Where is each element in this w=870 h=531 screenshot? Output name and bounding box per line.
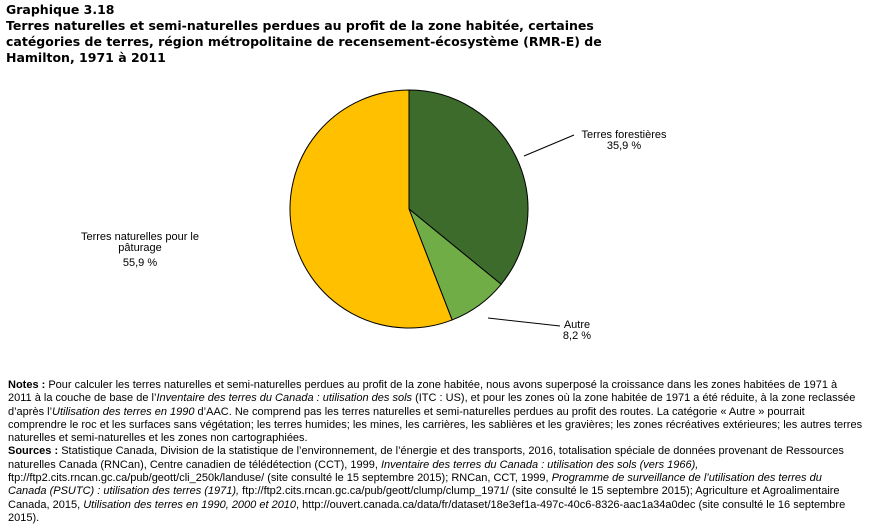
value-label: 8,2 % bbox=[563, 330, 591, 342]
slice-label: Terres naturelles pour le pâturage bbox=[81, 231, 199, 254]
pie-slice bbox=[408, 89, 529, 285]
notes-text: , http://ouvert.canada.ca/data/fr/datase… bbox=[8, 498, 846, 524]
notes-text: Statistique Canada, Division de la stati… bbox=[8, 445, 844, 471]
slice-label: Autre bbox=[564, 319, 590, 331]
notes-label: Notes : bbox=[8, 379, 46, 391]
notes-label: Sources : bbox=[8, 445, 59, 458]
notes-text: Inventaire des terres du Canada : utilis… bbox=[156, 392, 413, 405]
notes-paragraph: Notes : Pour calculer les terres naturel… bbox=[8, 379, 863, 445]
chart-title: Terres naturelles et semi-naturelles per… bbox=[6, 18, 594, 33]
notes-text: (ITC : US), et pour les zones où la zone… bbox=[8, 392, 856, 418]
notes-text: d’AAC. Ne comprend pas les terres nature… bbox=[8, 405, 863, 445]
pie-slice bbox=[289, 89, 453, 329]
chart-title: catégories de terres, région métropolita… bbox=[6, 34, 602, 49]
notes-text: ftp://ftp2.cits.rncan.gc.ca/pub/geott/cl… bbox=[8, 472, 552, 485]
value-label: 55,9 % bbox=[123, 257, 157, 269]
slice-label: Terres forestières bbox=[582, 129, 667, 141]
notes-text: Utilisation des terres en 1990 bbox=[52, 405, 195, 418]
notes: Notes : Pour calculer les terres naturel… bbox=[8, 379, 863, 525]
notes-text: Programme de surveillance de l’utilisati… bbox=[8, 472, 822, 498]
leader-line bbox=[523, 134, 575, 157]
header: Graphique 3.18 Terres naturelles et semi… bbox=[6, 2, 866, 66]
notes-text: ftp://ftp2.cits.rncan.gc.ca/pub/geott/cl… bbox=[8, 485, 840, 511]
notes-text: Inventaire des terres du Canada : utilis… bbox=[380, 458, 699, 471]
value-label: 35,9 % bbox=[607, 140, 641, 152]
notes-text: Utilisation des terres en 1990, 2000 et … bbox=[83, 498, 297, 511]
sources-paragraph: Sources : Statistique Canada, Division d… bbox=[8, 445, 863, 525]
chart-label: Graphique 3.18 bbox=[6, 2, 115, 17]
notes-text: Pour calculer les terres naturelles et s… bbox=[8, 379, 838, 405]
leader-line bbox=[487, 317, 561, 327]
chart-title: Hamilton, 1971 à 2011 bbox=[6, 50, 166, 65]
